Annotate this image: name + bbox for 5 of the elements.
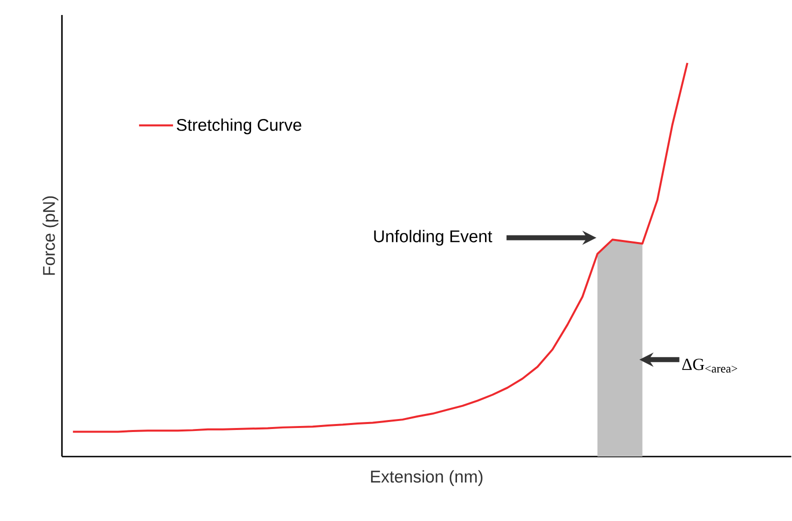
y-axis-title: Force (pN) <box>42 196 58 276</box>
legend-label: Stretching Curve <box>176 118 302 135</box>
annotation: Unfolding Event <box>374 230 492 246</box>
x-axis-title: Extension (nm) <box>371 470 482 486</box>
annotation: ΔG$_{<area>}$ <box>682 358 738 373</box>
